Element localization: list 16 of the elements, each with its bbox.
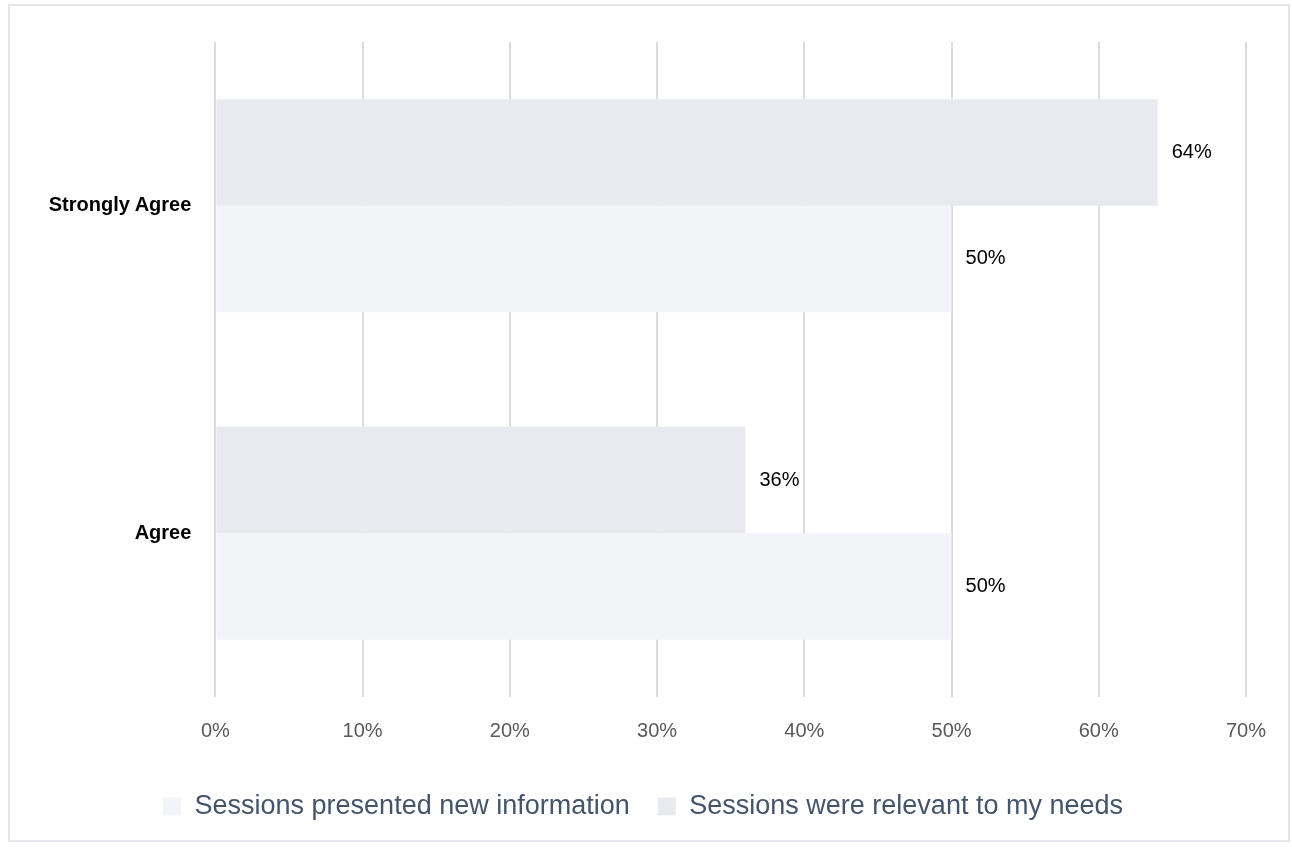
legend-label: Sessions were relevant to my needs — [689, 789, 1123, 820]
y-tick-label: Strongly Agree — [48, 193, 192, 216]
x-tick-label: 10% — [342, 718, 383, 741]
x-tick-label: 30% — [637, 718, 678, 741]
x-tick-label: 60% — [1078, 718, 1119, 741]
x-tick-label: 40% — [784, 718, 825, 741]
y-tick-label: Agree — [134, 520, 192, 543]
data-label: 64% — [1171, 140, 1212, 163]
x-tick-label: 50% — [931, 718, 972, 741]
x-tick-label: 70% — [1225, 718, 1267, 741]
data-label: 50% — [965, 573, 1006, 596]
data-label: 50% — [965, 246, 1006, 269]
x-tick-label: 20% — [489, 718, 531, 741]
x-tick-label: 0% — [200, 718, 231, 741]
data-label: 36% — [759, 467, 800, 490]
legend-label: Sessions presented new information — [194, 789, 630, 820]
